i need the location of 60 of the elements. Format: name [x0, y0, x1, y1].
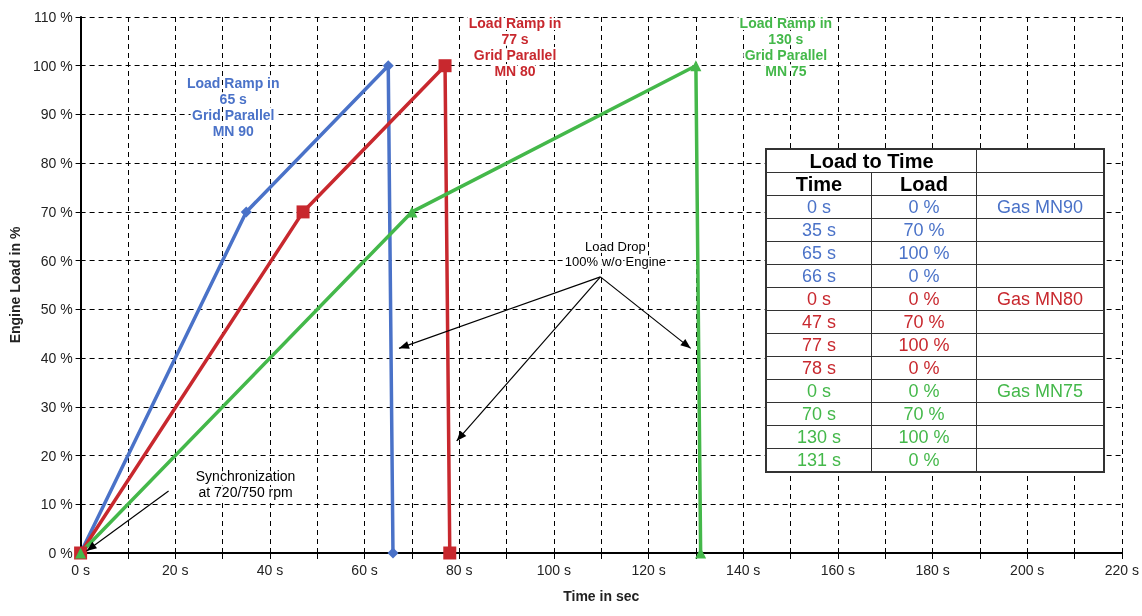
annotation: 0 %	[871, 379, 977, 403]
y-tick-label: 60 %	[40, 252, 73, 269]
x-tick-label: 160 s	[820, 562, 856, 578]
annotation: Load Ramp in 77 s Grid Parallel MN 80	[468, 14, 562, 80]
x-tick-label: 40 s	[256, 562, 284, 578]
annotation: Load to Time	[766, 149, 977, 173]
annotation: 0 %	[871, 448, 977, 472]
annotation: 100 %	[871, 241, 977, 265]
annotation: Load Ramp in 130 s Grid Parallel MN 75	[739, 14, 833, 80]
x-tick-label: 60 s	[351, 562, 378, 578]
y-tick-label: 90 %	[40, 106, 73, 123]
x-tick-label: 180 s	[915, 562, 950, 578]
y-tick-label: 70 %	[40, 203, 73, 220]
x-tick-label: 0 s	[71, 562, 90, 578]
annotation: 100 %	[871, 333, 977, 357]
annotation: 70 %	[871, 310, 977, 334]
y-tick-label: 20 %	[40, 447, 73, 464]
annotation: 77 s	[766, 333, 872, 357]
annotation: Load Drop 100% w/o Engine	[564, 238, 667, 269]
y-tick-label: 80 %	[40, 155, 73, 172]
annotation: Load	[871, 172, 977, 196]
annotation: 130 s	[766, 425, 872, 449]
annotation: 100 %	[871, 425, 977, 449]
y-tick-label: 30 %	[40, 398, 73, 415]
annotation: 70 %	[871, 402, 977, 426]
annotation: 0 %	[871, 195, 977, 219]
y-tick-label: 0 %	[48, 545, 73, 561]
annotation: 65 s	[766, 241, 872, 265]
annotation: 35 s	[766, 218, 872, 242]
annotation: Synchronization at 720/750 rpm	[195, 468, 296, 501]
annotation: 47 s	[766, 310, 872, 334]
x-tick-label: 120 s	[631, 562, 666, 578]
x-axis-title: Time in sec	[563, 588, 640, 604]
annotation: 0 s	[766, 195, 872, 219]
y-axis-title: Engine Load in %	[7, 226, 23, 344]
annotation: 0 %	[871, 356, 977, 380]
annotation: 0 s	[766, 379, 872, 403]
text: Gas MN75	[976, 379, 1104, 403]
x-tick-label: 220 s	[1104, 562, 1139, 578]
y-tick-label: 10 %	[40, 496, 73, 513]
y-tick-label: 110 %	[33, 9, 73, 25]
x-tick-label: 200 s	[1010, 562, 1045, 578]
annotation: Time	[766, 172, 872, 196]
annotation: 0 %	[871, 287, 977, 311]
annotation: 131 s	[766, 448, 872, 472]
annotation: 70 %	[871, 218, 977, 242]
y-tick-label: 40 %	[40, 350, 73, 367]
x-tick-label: 100 s	[536, 562, 572, 578]
text: Gas MN80	[976, 287, 1104, 311]
annotation: 0 s	[766, 287, 872, 311]
annotation: 78 s	[766, 356, 872, 380]
x-tick-label: 140 s	[726, 562, 761, 578]
x-tick-label: 20 s	[162, 562, 189, 578]
x-tick-label: 80 s	[446, 562, 473, 578]
text: Gas MN90	[976, 195, 1104, 219]
annotation: 66 s	[766, 264, 872, 288]
y-tick-label: 100 %	[32, 57, 73, 74]
annotation: 70 s	[766, 402, 872, 426]
y-tick-label: 50 %	[40, 301, 73, 318]
annotation: 0 %	[871, 264, 977, 288]
